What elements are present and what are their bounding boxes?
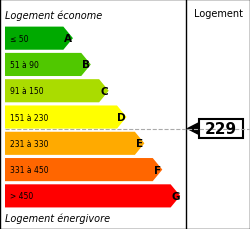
Polygon shape — [5, 27, 73, 51]
Text: Logement: Logement — [194, 9, 242, 19]
Polygon shape — [5, 185, 180, 207]
Text: 229: 229 — [204, 122, 237, 136]
Polygon shape — [188, 123, 199, 135]
Text: E: E — [136, 139, 143, 149]
Text: 91 à 150: 91 à 150 — [10, 87, 44, 96]
Text: 331 à 450: 331 à 450 — [10, 165, 48, 174]
Polygon shape — [5, 158, 162, 181]
Polygon shape — [5, 80, 109, 103]
Text: G: G — [171, 191, 180, 201]
Text: 51 à 90: 51 à 90 — [10, 61, 39, 70]
Text: A: A — [64, 34, 72, 44]
Polygon shape — [5, 132, 144, 155]
Text: ≤ 50: ≤ 50 — [10, 35, 29, 44]
Text: D: D — [118, 112, 126, 123]
Text: 231 à 330: 231 à 330 — [10, 139, 48, 148]
Polygon shape — [5, 106, 126, 129]
Text: Logement économe: Logement économe — [5, 10, 102, 21]
Text: C: C — [100, 86, 108, 96]
Text: 151 à 230: 151 à 230 — [10, 113, 48, 122]
Bar — [199, 119, 242, 139]
Text: Logement énergivore: Logement énergivore — [5, 213, 110, 223]
Text: F: F — [154, 165, 161, 175]
Text: B: B — [82, 60, 90, 70]
Text: > 450: > 450 — [10, 191, 33, 201]
Polygon shape — [5, 54, 91, 77]
